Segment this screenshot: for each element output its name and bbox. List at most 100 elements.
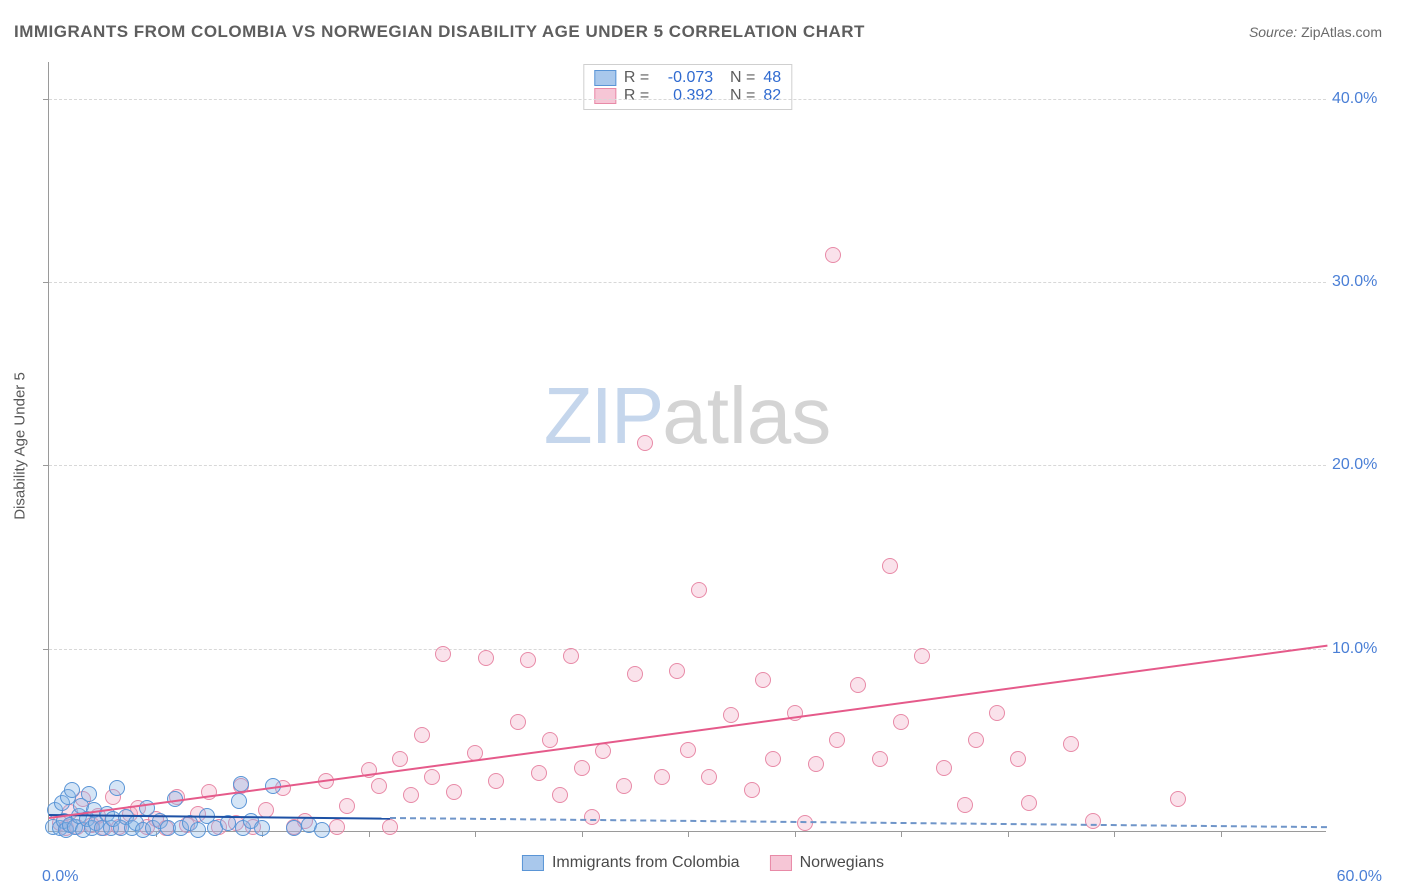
data-point — [1021, 795, 1037, 811]
data-point — [654, 769, 670, 785]
x-tick — [582, 831, 583, 837]
data-point — [957, 797, 973, 813]
y-axis-title: Disability Age Under 5 — [12, 372, 29, 520]
data-point — [510, 714, 526, 730]
x-tick — [369, 831, 370, 837]
data-point — [1063, 736, 1079, 752]
x-tick — [795, 831, 796, 837]
data-point — [435, 646, 451, 662]
data-point — [531, 765, 547, 781]
data-point — [829, 732, 845, 748]
stats-row: R = -0.073 N = 48 — [594, 69, 781, 87]
data-point — [314, 822, 330, 838]
data-point — [231, 793, 247, 809]
source-value: ZipAtlas.com — [1301, 24, 1382, 40]
y-tick-label: 20.0% — [1332, 456, 1377, 474]
data-point — [329, 819, 345, 835]
y-tick-label: 10.0% — [1332, 640, 1377, 658]
data-point — [882, 558, 898, 574]
data-point — [371, 778, 387, 794]
stats-n-label: N = — [721, 69, 755, 87]
data-point — [701, 769, 717, 785]
data-point — [424, 769, 440, 785]
data-point — [744, 782, 760, 798]
data-point — [339, 798, 355, 814]
stats-legend-box: R = -0.073 N = 48 R = 0.392 N = 82 — [583, 64, 792, 110]
legend-item: Immigrants from Colombia — [522, 854, 740, 872]
data-point — [616, 778, 632, 794]
gridline — [49, 649, 1326, 650]
data-point — [403, 787, 419, 803]
x-tick — [901, 831, 902, 837]
gridline — [49, 282, 1326, 283]
data-point — [382, 819, 398, 835]
data-point — [872, 751, 888, 767]
data-point — [286, 820, 302, 836]
data-point — [968, 732, 984, 748]
data-point — [542, 732, 558, 748]
data-point — [584, 809, 600, 825]
gridline — [49, 465, 1326, 466]
legend-swatch — [594, 70, 616, 86]
stats-r-value: -0.073 — [657, 69, 713, 87]
data-point — [414, 727, 430, 743]
data-point — [914, 648, 930, 664]
x-tick — [1114, 831, 1115, 837]
data-point — [488, 773, 504, 789]
y-tick-label: 30.0% — [1332, 273, 1377, 291]
data-point — [520, 652, 536, 668]
data-point — [574, 760, 590, 776]
data-point — [1170, 791, 1186, 807]
x-axis-min-label: 0.0% — [42, 868, 78, 886]
trend-line — [49, 645, 1327, 819]
trend-line — [390, 817, 1327, 828]
data-point — [808, 756, 824, 772]
data-point — [936, 760, 952, 776]
data-point — [1085, 813, 1101, 829]
y-tick — [43, 282, 49, 283]
correlation-chart: IMMIGRANTS FROM COLOMBIA VS NORWEGIAN DI… — [0, 0, 1406, 892]
data-point — [478, 650, 494, 666]
data-point — [893, 714, 909, 730]
data-point — [109, 780, 125, 796]
stats-n-value: 48 — [763, 69, 781, 87]
data-point — [1010, 751, 1026, 767]
data-point — [446, 784, 462, 800]
data-point — [765, 751, 781, 767]
watermark: ZIPatlas — [544, 370, 831, 462]
legend-swatch — [594, 88, 616, 104]
plot-area: ZIPatlas R =-0.073 N =48R =0.392 N =82 1… — [48, 62, 1326, 832]
data-point — [825, 247, 841, 263]
y-tick — [43, 465, 49, 466]
data-point — [392, 751, 408, 767]
y-tick-label: 40.0% — [1332, 90, 1377, 108]
data-point — [627, 666, 643, 682]
data-point — [552, 787, 568, 803]
y-tick — [43, 99, 49, 100]
stats-r-label: R = — [624, 87, 649, 105]
legend-item: Norwegians — [770, 854, 884, 872]
stats-n-value: 82 — [763, 87, 781, 105]
source-label: Source: — [1249, 24, 1297, 40]
data-point — [989, 705, 1005, 721]
data-point — [669, 663, 685, 679]
series-legend: Immigrants from Colombia Norwegians — [522, 854, 884, 872]
x-tick — [688, 831, 689, 837]
x-tick — [1008, 831, 1009, 837]
x-axis-max-label: 60.0% — [1337, 868, 1382, 886]
data-point — [723, 707, 739, 723]
data-point — [691, 582, 707, 598]
y-tick — [43, 649, 49, 650]
data-point — [254, 820, 270, 836]
stats-r-label: R = — [624, 69, 649, 87]
stats-row: R = 0.392 N = 82 — [594, 87, 781, 105]
stats-n-label: N = — [721, 87, 755, 105]
data-point — [850, 677, 866, 693]
gridline — [49, 99, 1326, 100]
data-point — [637, 435, 653, 451]
data-point — [81, 786, 97, 802]
x-tick — [1221, 831, 1222, 837]
data-point — [190, 822, 206, 838]
legend-swatch — [770, 855, 792, 871]
stats-r-value: 0.392 — [657, 87, 713, 105]
